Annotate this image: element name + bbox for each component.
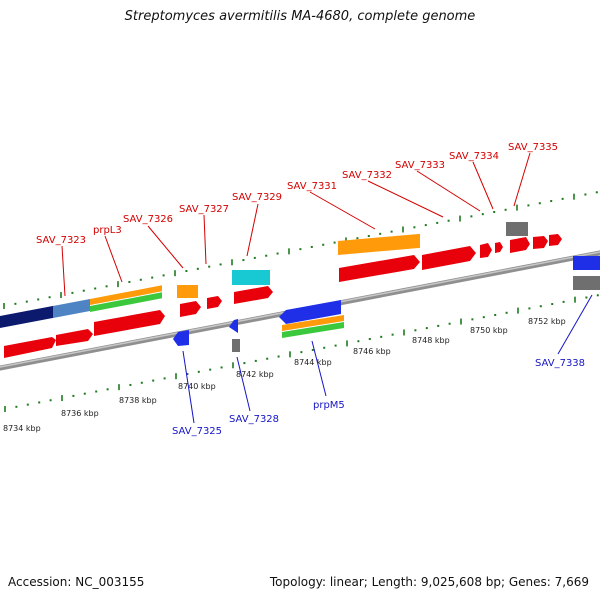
map-title: Streptomyces avermitilis MA-4680, comple… bbox=[124, 9, 476, 24]
red-gene-arrow[interactable] bbox=[480, 243, 492, 258]
upper-tick-track bbox=[3, 191, 598, 309]
gene-label-sav7331[interactable]: SAV_7331 bbox=[287, 181, 337, 192]
red-gene-arrow[interactable] bbox=[4, 337, 56, 358]
accession-text: Accession: NC_003155 bbox=[8, 575, 145, 589]
reverse-strand-genes bbox=[173, 300, 344, 352]
red-gene-arrow[interactable] bbox=[94, 310, 165, 336]
callout-line bbox=[61, 245, 66, 297]
gene-green-prpl3[interactable] bbox=[90, 292, 162, 312]
gene-label-sav7327[interactable]: SAV_7327 bbox=[179, 204, 229, 215]
callout-line bbox=[182, 350, 195, 424]
gene-green-prpm5[interactable] bbox=[282, 322, 344, 338]
callout-line bbox=[236, 356, 251, 412]
callout-line bbox=[367, 180, 444, 218]
gene-navy[interactable] bbox=[0, 305, 54, 329]
scale-label: 8736 kbp bbox=[61, 409, 99, 418]
gene-orange-sav7331[interactable] bbox=[338, 233, 420, 255]
gene-label-prpm5[interactable]: prpM5 bbox=[313, 400, 345, 411]
gene-orange-prpl3[interactable] bbox=[90, 285, 162, 305]
gene-gray-sav7328[interactable] bbox=[232, 339, 240, 352]
scale-label: 8746 kbp bbox=[353, 347, 391, 356]
red-gene-arrow[interactable] bbox=[56, 329, 93, 346]
gene-label-sav7335[interactable]: SAV_7335 bbox=[508, 142, 558, 153]
red-arrow-genes bbox=[4, 234, 562, 358]
callout-line bbox=[203, 214, 207, 265]
red-gene-arrow[interactable] bbox=[549, 234, 562, 246]
red-gene-arrow[interactable] bbox=[495, 242, 503, 253]
gene-gray-sav7335[interactable] bbox=[506, 222, 528, 236]
gene-label-sav7326[interactable]: SAV_7326 bbox=[123, 214, 173, 225]
topology-text: Topology: linear; Length: 9,025,608 bp; … bbox=[269, 575, 589, 589]
lower-tick-track bbox=[4, 294, 599, 412]
callout-lines bbox=[61, 152, 593, 424]
scale-label: 8738 kbp bbox=[119, 396, 157, 405]
callout-line bbox=[472, 161, 494, 210]
callout-line bbox=[557, 294, 593, 355]
callout-line bbox=[147, 225, 184, 269]
gene-label-sav7323[interactable]: SAV_7323 bbox=[36, 235, 86, 246]
scale-labels: 8734 kbp 8736 kbp 8738 kbp 8740 kbp 8742 kbp… bbox=[3, 317, 566, 433]
callout-line bbox=[246, 203, 259, 257]
gene-label-sav7328[interactable]: SAV_7328 bbox=[229, 414, 279, 425]
callout-line bbox=[311, 340, 327, 397]
scale-label: 8740 kbp bbox=[178, 382, 216, 391]
gene-steel-blue[interactable] bbox=[53, 298, 90, 318]
red-gene-arrow[interactable] bbox=[510, 237, 530, 253]
gene-label-sav7334[interactable]: SAV_7334 bbox=[449, 151, 499, 162]
scale-label: 8748 kbp bbox=[412, 336, 450, 345]
red-gene-arrow[interactable] bbox=[207, 296, 222, 309]
scale-label: 8744 kbp bbox=[294, 358, 332, 367]
blue-gene-arrow-prpm5[interactable] bbox=[279, 300, 341, 324]
gene-label-prpl3[interactable]: prpL3 bbox=[93, 225, 122, 236]
callout-line bbox=[104, 235, 123, 283]
callout-line bbox=[309, 191, 376, 230]
callout-line bbox=[416, 170, 481, 212]
red-gene-arrow[interactable] bbox=[180, 301, 201, 317]
gene-label-sav7338[interactable]: SAV_7338 bbox=[535, 358, 585, 369]
blue-gene-arrow[interactable] bbox=[229, 319, 238, 333]
gene-gray-sav7338[interactable] bbox=[573, 276, 600, 290]
scale-label: 8742 kbp bbox=[236, 370, 274, 379]
callout-line bbox=[513, 152, 531, 207]
gene-orange-prpm5[interactable] bbox=[282, 315, 344, 331]
gene-orange-sav7326[interactable] bbox=[177, 285, 198, 298]
scale-label: 8750 kbp bbox=[470, 326, 508, 335]
gene-label-sav7325[interactable]: SAV_7325 bbox=[172, 426, 222, 437]
gene-cyan-sav7329[interactable] bbox=[232, 270, 270, 285]
red-gene-arrow[interactable] bbox=[234, 286, 273, 304]
gene-label-sav7332[interactable]: SAV_7332 bbox=[342, 170, 392, 181]
red-gene-arrow[interactable] bbox=[339, 255, 420, 282]
forward-strand-genes bbox=[0, 222, 600, 329]
red-gene-arrow[interactable] bbox=[422, 246, 476, 270]
scale-label: 8752 kbp bbox=[528, 317, 566, 326]
gene-labels: SAV_7323 prpL3 SAV_7326 SAV_7327 SAV_732… bbox=[36, 142, 585, 437]
scale-label: 8734 kbp bbox=[3, 424, 41, 433]
gene-blue-sav7338[interactable] bbox=[573, 256, 600, 270]
gene-label-sav7329[interactable]: SAV_7329 bbox=[232, 192, 282, 203]
blue-gene-arrow[interactable] bbox=[173, 330, 189, 346]
gene-label-sav7333[interactable]: SAV_7333 bbox=[395, 160, 445, 171]
red-gene-arrow[interactable] bbox=[533, 236, 548, 249]
